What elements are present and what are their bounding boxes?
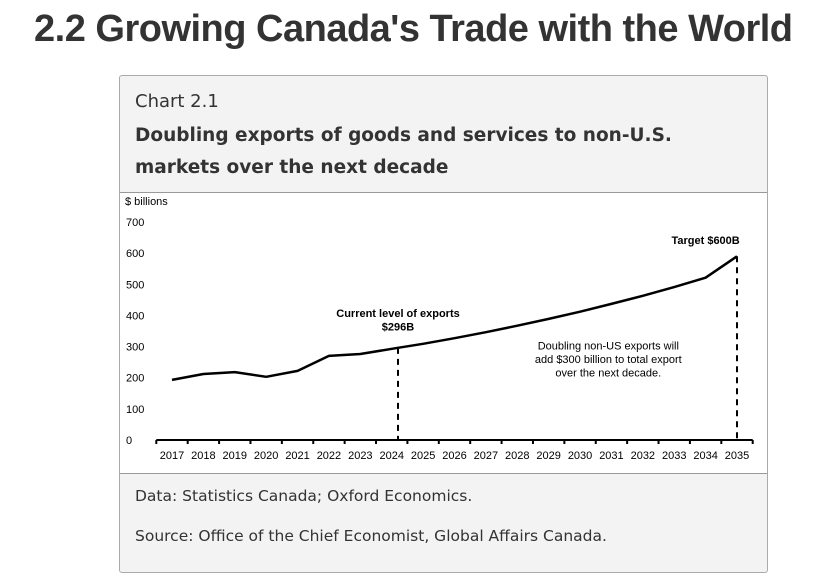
chart-header: Chart 2.1 Doubling exports of goods and …: [120, 76, 767, 193]
y-tick-label: 300: [126, 342, 144, 354]
x-tick-label: 2021: [285, 450, 309, 462]
annotations: Current level of exports $296B Target $600…: [336, 235, 740, 380]
x-tick-label: 2026: [442, 450, 466, 462]
y-tick-label: 700: [126, 217, 144, 229]
x-tick-label: 2033: [662, 450, 686, 462]
chart-title: Doubling exports of goods and services t…: [135, 125, 672, 178]
x-tick-label: 2027: [474, 450, 498, 462]
annotation-line: add $300 billion to total export: [535, 354, 682, 366]
y-axis-ticks: 0 100 200 300 400 500 600 700: [126, 217, 144, 447]
x-tick-label: 2035: [725, 450, 749, 462]
data-footnote: Data: Statistics Canada; Oxford Economic…: [135, 487, 473, 505]
x-tick-label: 2022: [317, 450, 341, 462]
y-tick-label: 400: [126, 310, 144, 322]
x-tick-label: 2031: [599, 450, 623, 462]
annotation-line: over the next decade.: [555, 368, 661, 380]
x-tick-label: 2032: [631, 450, 655, 462]
x-tick-label: 2023: [348, 450, 372, 462]
x-tick-label: 2025: [411, 450, 435, 462]
x-tick-label: 2034: [693, 450, 717, 462]
y-tick-label: 200: [126, 373, 144, 385]
x-tick-label: 2018: [191, 450, 215, 462]
chart-figure: Chart 2.1 Doubling exports of goods and …: [119, 75, 768, 573]
series-group: [171, 255, 738, 382]
x-axis: 2017 2018 2019 2020 2021 2022 2023 2024 2025 2026…: [155, 439, 754, 462]
y-tick-label: 0: [126, 435, 132, 447]
annotation-line: $296B: [382, 321, 414, 333]
x-tick-label: 2029: [536, 450, 560, 462]
y-tick-label: 100: [126, 404, 144, 416]
page-heading: 2.2 Growing Canada's Trade with the Worl…: [34, 8, 793, 50]
x-tick-label: 2028: [505, 450, 529, 462]
annotation-text: Target $600B: [671, 235, 739, 247]
x-tick-label: 2024: [379, 450, 403, 462]
reference-lines: [397, 256, 738, 440]
plot-area: $ billions 0 100 200 300 400 500 600 700 2017 20…: [120, 193, 767, 474]
annotation-text: Current level of exports $296B: [336, 308, 459, 334]
y-tick-label: 500: [126, 279, 144, 291]
y-tick-label: 600: [126, 248, 144, 260]
x-tick-label: 2017: [160, 450, 184, 462]
x-tick-label: 2019: [223, 450, 247, 462]
source-footnote: Source: Office of the Chief Economist, G…: [135, 527, 607, 545]
annotation-line: Doubling non-US exports will: [538, 341, 679, 353]
annotation-text: Doubling non-US exports will add $300 bil…: [535, 341, 682, 380]
y-axis-label: $ billions: [125, 196, 168, 208]
annotation-line: Target $600B: [671, 235, 739, 247]
x-tick-label: 2030: [568, 450, 592, 462]
annotation-line: Current level of exports: [336, 308, 459, 320]
x-tick-label: 2020: [254, 450, 278, 462]
chart-label: Chart 2.1: [135, 91, 219, 112]
